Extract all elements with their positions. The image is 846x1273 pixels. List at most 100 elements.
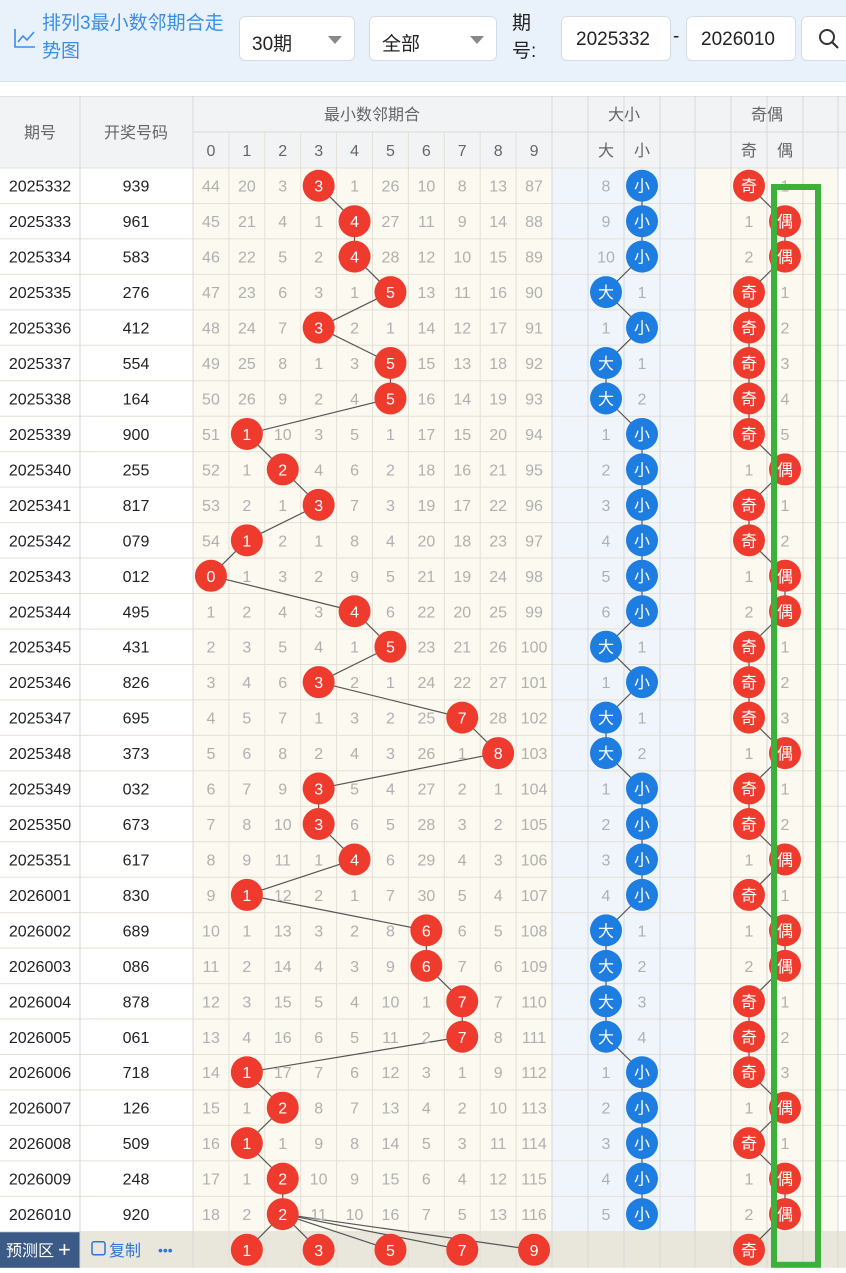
issue-cell: 2026006	[9, 1065, 71, 1082]
parity-ball-label: 奇	[741, 1029, 757, 1047]
big-header: 大	[598, 142, 614, 160]
miss-count: 97	[525, 533, 543, 550]
end-issue-input[interactable]: 2026010	[686, 16, 796, 61]
chevron-down-icon	[328, 36, 342, 44]
start-issue-input[interactable]: 2025332	[561, 16, 671, 61]
parity-ball	[733, 878, 765, 911]
issue-cell: 2026001	[9, 888, 71, 905]
miss-count: 9	[458, 214, 467, 231]
miss-count: 4	[350, 994, 359, 1011]
search-button[interactable]	[801, 16, 846, 61]
size-miss-count: 6	[602, 604, 611, 621]
miss-count: 5	[458, 888, 467, 905]
draw-cell: 583	[123, 250, 150, 267]
miss-count: 12	[382, 1065, 400, 1082]
parity-miss-count: 2	[745, 1207, 754, 1224]
parity-miss-count: 1	[781, 1136, 790, 1153]
scope-select[interactable]: 全部	[369, 16, 497, 61]
digit-ball	[446, 701, 479, 734]
min-neighbor-trend-line	[210, 575, 355, 612]
miss-count: 10	[274, 427, 292, 444]
size-ball-label: 小	[634, 1206, 650, 1224]
miss-count: 3	[386, 746, 395, 763]
min-neighbor-trend-line	[246, 1036, 463, 1073]
draw-cell: 255	[123, 462, 150, 479]
size-ball	[590, 276, 622, 309]
miss-count: 11	[454, 285, 471, 302]
miss-count: 5	[386, 569, 395, 586]
issue-cell: 2025335	[9, 285, 71, 302]
miss-count: 2	[494, 817, 503, 834]
miss-count: 50	[202, 391, 220, 408]
size-ball	[626, 1162, 658, 1195]
draw-cell: 695	[123, 711, 150, 728]
issue-cell: 2025332	[9, 179, 71, 196]
miss-count: 5	[278, 640, 287, 657]
digit-ball	[446, 1020, 479, 1053]
parity-ball	[733, 524, 765, 557]
miss-count: 2	[422, 1030, 431, 1047]
issue-cell: 2026010	[9, 1207, 71, 1224]
size-ball-label: 小	[634, 674, 650, 692]
miss-count: 11	[310, 1207, 327, 1224]
miss-count: 14	[274, 959, 292, 976]
miss-count: 1	[314, 356, 323, 373]
digit-ball-value: 8	[494, 746, 503, 763]
size-ball-label: 小	[634, 320, 650, 338]
parity-ball-label: 奇	[741, 674, 757, 692]
size-miss-count: 3	[602, 852, 611, 869]
miss-count: 3	[278, 569, 287, 586]
miss-count: 1	[494, 782, 503, 799]
size-miss-count: 1	[638, 285, 647, 302]
miss-count: 11	[203, 959, 220, 976]
miss-count: 5	[278, 250, 287, 267]
parity-ball-label: 奇	[741, 320, 757, 338]
digit-ball	[230, 524, 263, 557]
miss-count: 3	[350, 356, 359, 373]
miss-count: 16	[274, 1030, 292, 1047]
digit-ball-value: 1	[242, 1136, 251, 1153]
digit-ball-value: 4	[350, 250, 359, 267]
digit-ball	[266, 1162, 299, 1195]
parity-miss-count: 3	[781, 1065, 790, 1082]
miss-count: 5	[350, 427, 359, 444]
issue-cell: 2025344	[9, 604, 71, 621]
draw-cell: 673	[123, 817, 150, 834]
parity-ball-label: 偶	[777, 1206, 793, 1224]
miss-count: 48	[202, 321, 220, 338]
size-ball	[626, 878, 658, 911]
odd-header: 奇	[741, 142, 757, 160]
miss-count: 11	[490, 1136, 507, 1153]
miss-count: 8	[386, 923, 395, 940]
miss-count: 2	[314, 391, 323, 408]
issue-cell: 2025333	[9, 214, 71, 231]
miss-count: 8	[494, 1030, 503, 1047]
draw-cell: 032	[123, 782, 150, 799]
predict-ball	[374, 1233, 407, 1266]
miss-count: 47	[202, 285, 220, 302]
miss-count: 2	[458, 782, 467, 799]
parity-ball-label: 偶	[777, 851, 793, 869]
digit-ball	[374, 276, 407, 309]
parity-miss-count: 2	[745, 604, 754, 621]
miss-count: 11	[274, 852, 291, 869]
predict-ball	[230, 1233, 263, 1266]
draw-cell: 878	[123, 994, 150, 1011]
digit-ball	[230, 1056, 263, 1089]
miss-count: 17	[453, 498, 471, 515]
parity-ball	[733, 630, 765, 663]
draw-cell: 431	[123, 640, 150, 657]
size-miss-count: 2	[602, 462, 611, 479]
miss-count: 3	[386, 498, 395, 515]
parity-ball	[733, 276, 765, 309]
miss-count: 4	[314, 640, 323, 657]
miss-count: 6	[278, 285, 287, 302]
miss-count: 102	[521, 711, 548, 728]
size-ball-label: 小	[634, 603, 650, 621]
size-miss-count: 2	[638, 959, 647, 976]
period-count-select[interactable]: 30期	[239, 16, 355, 61]
parity-miss-count: 2	[781, 817, 790, 834]
miss-count: 1	[242, 1101, 251, 1118]
size-ball	[590, 914, 622, 947]
size-miss-count: 1	[638, 711, 647, 728]
